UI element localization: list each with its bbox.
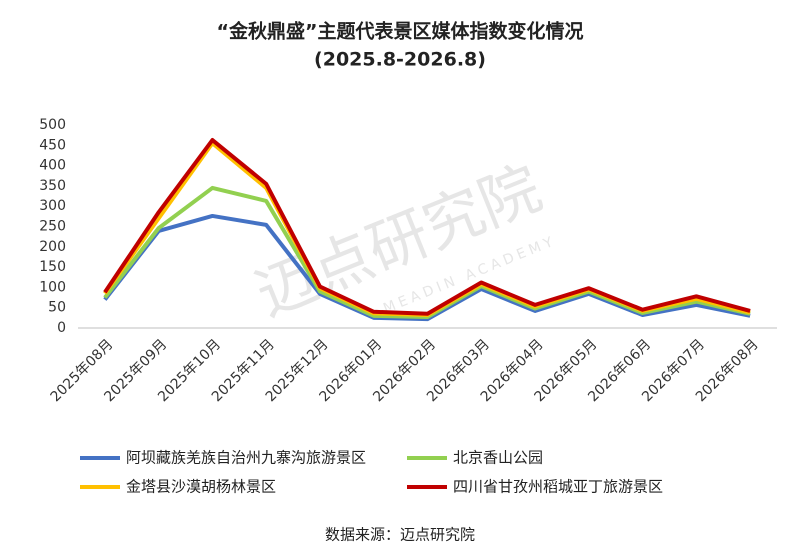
y-tick-label: 100: [39, 279, 66, 295]
chart-subtitle: (2025.8-2026.8): [314, 49, 486, 71]
y-tick-label: 450: [39, 137, 66, 153]
y-tick-label: 350: [39, 178, 66, 194]
y-tick-label: 200: [39, 239, 66, 255]
series-line: [103, 213, 751, 322]
source-note: 数据来源：迈点研究院: [325, 526, 475, 544]
series-line: [103, 138, 751, 316]
legend-label: 金塔县沙漠胡杨林景区: [126, 478, 276, 496]
y-tick-label: 300: [39, 198, 66, 214]
y-tick-label: 250: [39, 219, 66, 235]
chart-title: “金秋鼎盛”主题代表景区媒体指数变化情况: [217, 20, 584, 43]
legend-label: 阿坝藏族羌族自治州九寨沟旅游景区: [126, 449, 366, 467]
legend-label: 四川省甘孜州稻城亚丁旅游景区: [453, 478, 663, 496]
y-tick-label: 50: [48, 300, 66, 316]
legend-label: 北京香山公园: [453, 449, 543, 467]
y-tick-label: 0: [57, 320, 66, 336]
y-tick-label: 150: [39, 259, 66, 275]
y-tick-label: 400: [39, 158, 66, 174]
series-line: [103, 185, 751, 320]
y-tick-label: 500: [39, 117, 66, 133]
